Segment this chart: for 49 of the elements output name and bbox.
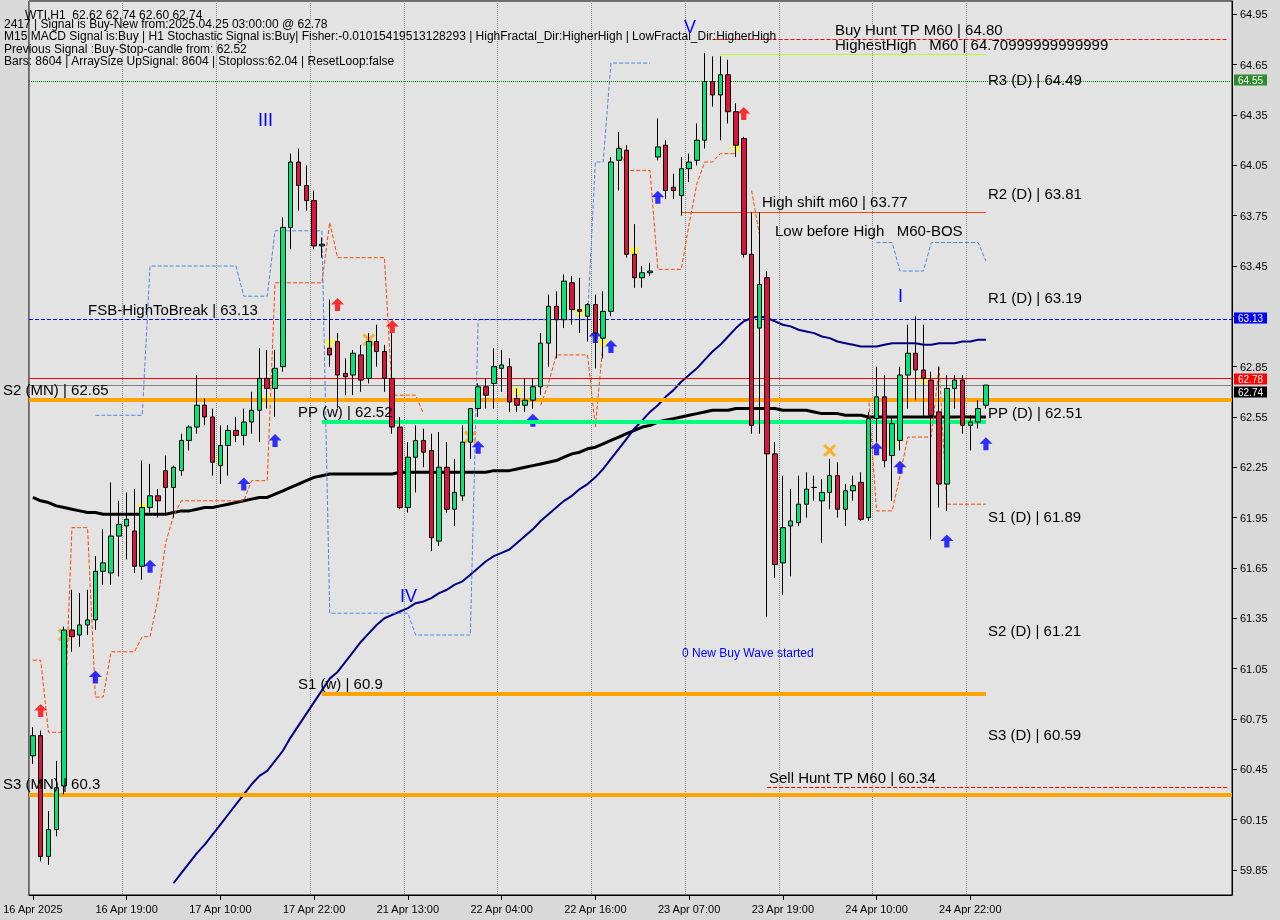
y-tick-label: 64.05: [1240, 159, 1268, 172]
ref-line-label: FSB-HighToBreak | 63.13: [88, 300, 258, 318]
x-tick-label: 16 Apr 19:00: [95, 902, 158, 915]
annotation: R3 (D) | 64.49: [988, 71, 1082, 88]
y-tick-label: 62.25: [1240, 461, 1268, 474]
y-tick-label: 62.55: [1240, 410, 1268, 423]
y-tick-label: 61.35: [1240, 612, 1268, 625]
annotation: PP (D) | 62.51: [988, 404, 1083, 421]
y-tick-label: 61.95: [1240, 511, 1268, 524]
x-tick-label: 22 Apr 04:00: [470, 902, 533, 915]
annotation: III: [258, 110, 274, 130]
annotation: S3 (D) | 60.59: [988, 726, 1082, 743]
ref-line-label: High shift m60 | 63.77: [762, 193, 908, 211]
y-tick-label: 60.15: [1240, 813, 1268, 826]
annotation: S2 (D) | 61.21: [988, 622, 1082, 639]
y-tick-label: 59.85: [1240, 863, 1268, 876]
x-tick-label: 24 Apr 22:00: [939, 902, 1002, 915]
y-tick-label: 64.35: [1240, 109, 1268, 122]
annotation: 0 New Buy Wave started: [682, 646, 814, 660]
annotation: Low before High M60-BOS: [775, 221, 963, 239]
annotation: IV: [400, 586, 418, 606]
x-tick-label: 16 Apr 2025: [3, 902, 63, 915]
annotation: R1 (D) | 63.19: [988, 289, 1082, 306]
y-tick-label: 61.05: [1240, 662, 1268, 675]
y-tick-label: 60.45: [1240, 763, 1268, 776]
annotation: I: [898, 286, 904, 306]
x-tick-label: 24 Apr 10:00: [845, 902, 908, 915]
annotation: S1 (D) | 61.89: [988, 508, 1082, 525]
y-tick-label: 62.85: [1240, 360, 1268, 373]
y-tick-label: 63.45: [1240, 260, 1268, 273]
text: 64.55: [1238, 74, 1264, 86]
x-tick-label: 17 Apr 10:00: [189, 902, 252, 915]
text: 63.13: [1238, 312, 1264, 324]
y-tick-label: 63.75: [1240, 209, 1268, 222]
ref-line-label: Buy Hunt TP M60 | 64.80: [835, 20, 1003, 38]
text: 62.74: [1238, 386, 1264, 398]
x-tick-label: 23 Apr 19:00: [751, 902, 815, 915]
y-tick-label: 64.65: [1240, 58, 1268, 71]
annotation: R2 (D) | 63.81: [988, 185, 1082, 202]
x-tick-label: 22 Apr 16:00: [564, 902, 627, 915]
ref-line-label: Sell Hunt TP M60 | 60.34: [769, 768, 936, 786]
annotation: Previous Signal :Buy-Stop-candle from: 62.52: [4, 42, 248, 56]
y-tick-label: 64.95: [1240, 8, 1268, 21]
y-tick-label: 61.65: [1240, 561, 1268, 574]
x-tick-label: 21 Apr 13:00: [376, 902, 440, 915]
text: 62.78: [1238, 373, 1264, 385]
x-tick-label: 17 Apr 22:00: [282, 902, 346, 915]
y-tick-label: 60.75: [1240, 712, 1268, 725]
x-tick-label: 23 Apr 07:00: [657, 902, 721, 915]
